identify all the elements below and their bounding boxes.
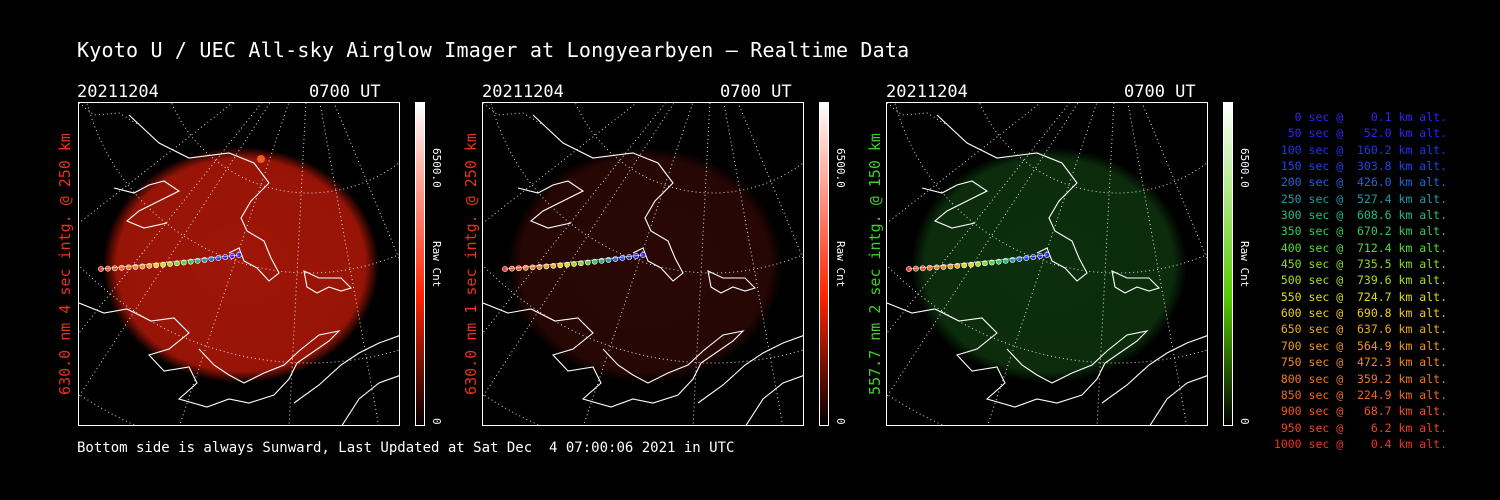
legend-row: 100 sec @ 160.2 km alt. — [1273, 142, 1447, 157]
legend-row: 1000 sec @ 0.4 km alt. — [1273, 436, 1447, 451]
panel-2-cbar-min: 0 — [834, 418, 847, 425]
legend-row: 200 sec @ 426.0 km alt. — [1273, 175, 1447, 190]
legend-row: 550 sec @ 724.7 km alt. — [1273, 289, 1447, 304]
panel-1-image — [78, 102, 400, 426]
legend-row: 950 sec @ 6.2 km alt. — [1273, 420, 1447, 435]
panel-1-time: 0700 UT — [309, 82, 381, 102]
allsky-map-icon — [483, 103, 803, 425]
legend-row: 150 sec @ 303.8 km alt. — [1273, 159, 1447, 174]
allsky-map-icon — [79, 103, 399, 425]
panel-2-colorbar — [819, 102, 829, 426]
legend-row: 0 sec @ 0.1 km alt. — [1273, 110, 1447, 124]
trajectory-legend: 0 sec @ 0.1 km alt. 50 sec @ 52.0 km alt… — [1262, 109, 1447, 452]
panel-3-image — [886, 102, 1208, 426]
panel-2-ylabel: 630.0 nm 1 sec intg. @ 250 km — [462, 133, 480, 395]
panel-3-date: 20211204 — [886, 82, 968, 102]
legend-row: 850 sec @ 224.9 km alt. — [1273, 387, 1447, 402]
legend-row: 600 sec @ 690.8 km alt. — [1273, 306, 1447, 321]
panel-1-cbar-max: 6500.0 — [430, 148, 443, 188]
panel-3-colorbar — [1223, 102, 1233, 426]
panel-2-cbar-unit: Raw Cnt — [834, 241, 847, 288]
page-title: Kyoto U / UEC All-sky Airglow Imager at … — [77, 38, 910, 62]
panel-3-ylabel: 557.7 nm 2 sec intg. @ 150 km — [866, 133, 884, 395]
panel-1-colorbar — [415, 102, 425, 426]
legend-row: 250 sec @ 527.4 km alt. — [1273, 191, 1447, 206]
legend-row: 900 sec @ 68.7 km alt. — [1273, 404, 1447, 419]
footer-status: Bottom side is always Sunward, Last Upda… — [77, 440, 735, 456]
legend-row: 700 sec @ 564.9 km alt. — [1273, 338, 1447, 353]
panel-2-time: 0700 UT — [720, 82, 792, 102]
legend-row: 50 sec @ 52.0 km alt. — [1273, 126, 1447, 141]
allsky-map-icon — [887, 103, 1207, 425]
panel-1-date: 20211204 — [77, 82, 159, 102]
legend-row: 750 sec @ 472.3 km alt. — [1273, 355, 1447, 370]
legend-row: 400 sec @ 712.4 km alt. — [1273, 240, 1447, 255]
panel-3-time: 0700 UT — [1124, 82, 1196, 102]
panel-3-cbar-min: 0 — [1238, 418, 1251, 425]
legend-row: 450 sec @ 735.5 km alt. — [1273, 257, 1447, 272]
panel-2-image — [482, 102, 804, 426]
panel-1-cbar-unit: Raw Cnt — [430, 241, 443, 288]
legend-row: 800 sec @ 359.2 km alt. — [1273, 371, 1447, 386]
panel-1-ylabel: 630.0 nm 4 sec intg. @ 250 km — [56, 133, 74, 395]
panel-1-cbar-min: 0 — [430, 418, 443, 425]
panel-2-cbar-max: 6500.0 — [834, 148, 847, 188]
legend-row: 350 sec @ 670.2 km alt. — [1273, 224, 1447, 239]
legend-row: 650 sec @ 637.6 km alt. — [1273, 322, 1447, 337]
legend-row: 300 sec @ 608.6 km alt. — [1273, 208, 1447, 223]
legend-row: 500 sec @ 739.6 km alt. — [1273, 273, 1447, 288]
panel-2-date: 20211204 — [482, 82, 564, 102]
panel-3-cbar-max: 6500.0 — [1238, 148, 1251, 188]
panel-3-cbar-unit: Raw Cnt — [1238, 241, 1251, 288]
